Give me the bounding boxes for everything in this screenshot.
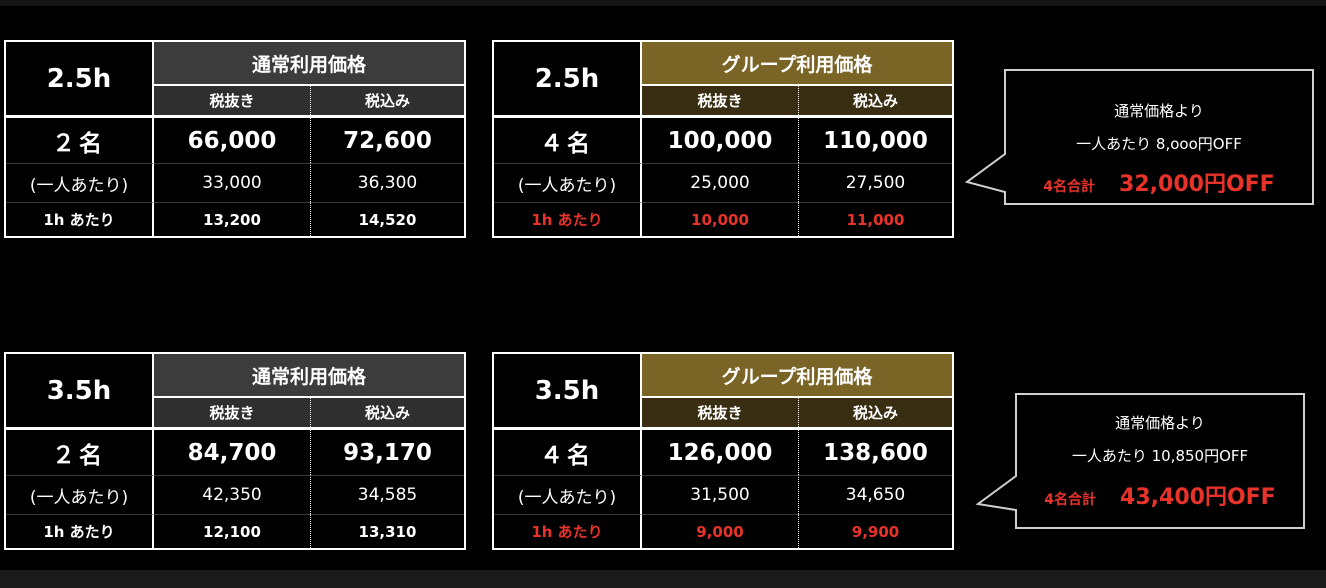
total-incl-tax: 72,600: [343, 127, 432, 154]
per-person-incl-tax: 36,300: [311, 163, 464, 202]
per-hour-label: 1h あたり: [494, 202, 642, 236]
per-hour-label: 1h あたり: [6, 202, 154, 236]
total-incl-tax: 110,000: [823, 127, 928, 154]
col-header-incl-tax: 税込み: [311, 398, 464, 427]
divider: [6, 427, 464, 430]
category-header: 通常利用価格: [154, 354, 464, 398]
total-excl-tax: 100,000: [642, 118, 799, 163]
col-header-excl-tax: 税抜き: [642, 86, 799, 115]
people-count: ２名: [6, 118, 154, 163]
people-count: ４名: [494, 430, 642, 475]
callout-line2: 一人あたり 10,850円OFF: [1071, 447, 1249, 465]
total-excl-tax: 126,000: [642, 430, 799, 475]
price-table-group-3-5h: 3.5h グループ利用価格 税抜き 税込み ４名 126,000 138,600…: [492, 352, 954, 550]
people-count: ２名: [6, 430, 154, 475]
per-person-incl-tax: 27,500: [799, 163, 952, 202]
bottom-bar: [0, 570, 1326, 588]
per-person-label: (一人あたり): [6, 163, 154, 202]
per-hour-excl-tax: 9,000: [642, 514, 799, 548]
callout-total-label: 4名合計: [1043, 179, 1096, 195]
category-header: グループ利用価格: [642, 354, 952, 398]
per-hour-incl-tax: 14,520: [311, 202, 464, 236]
per-hour-excl-tax: 13,200: [154, 202, 311, 236]
callout-total: 4名合計 32,000円OFF: [1005, 166, 1313, 198]
discount-callout: 通常価格より 一人あたり 8,ooo円OFF 4名合計 32,000円OFF: [963, 68, 1317, 206]
per-hour-incl-tax: 9,900: [799, 514, 952, 548]
col-header-excl-tax: 税抜き: [642, 398, 799, 427]
per-person-incl-tax: 34,650: [799, 475, 952, 514]
callout-line2: 一人あたり 8,ooo円OFF: [1076, 135, 1242, 153]
per-person-label: (一人あたり): [494, 475, 642, 514]
callout-line1: 通常価格より: [1114, 102, 1204, 120]
col-header-excl-tax: 税抜き: [154, 398, 311, 427]
price-table-normal-3-5h: 3.5h 通常利用価格 税抜き 税込み ２名 84,700 93,170 (一人…: [4, 352, 466, 550]
callout-total: 4名合計 43,400円OFF: [1016, 479, 1304, 511]
per-person-label: (一人あたり): [6, 475, 154, 514]
per-hour-label: 1h あたり: [494, 514, 642, 548]
duration-label: 2.5h: [494, 42, 642, 115]
per-person-excl-tax: 42,350: [154, 475, 311, 514]
duration-label: 3.5h: [6, 354, 154, 427]
duration-label: 2.5h: [6, 42, 154, 115]
divider: [494, 427, 952, 430]
speech-bubble-outline: [975, 393, 1305, 529]
col-header-incl-tax: 税込み: [799, 398, 952, 427]
per-hour-excl-tax: 10,000: [642, 202, 799, 236]
callout-total-amount: 43,400円OFF: [1120, 485, 1276, 510]
total-incl-tax: 138,600: [823, 439, 928, 466]
divider: [6, 115, 464, 118]
col-header-incl-tax: 税込み: [799, 86, 952, 115]
per-person-label: (一人あたり): [494, 163, 642, 202]
duration-label: 3.5h: [494, 354, 642, 427]
per-hour-incl-tax: 13,310: [311, 514, 464, 548]
category-header: 通常利用価格: [154, 42, 464, 86]
per-hour-incl-tax: 11,000: [799, 202, 952, 236]
callout-total-amount: 32,000円OFF: [1119, 172, 1275, 197]
people-count: ４名: [494, 118, 642, 163]
total-excl-tax: 66,000: [154, 118, 311, 163]
per-person-excl-tax: 31,500: [642, 475, 799, 514]
total-excl-tax: 84,700: [154, 430, 311, 475]
per-person-excl-tax: 25,000: [642, 163, 799, 202]
callout-total-label: 4名合計: [1044, 492, 1097, 508]
per-person-incl-tax: 34,585: [311, 475, 464, 514]
col-header-incl-tax: 税込み: [311, 86, 464, 115]
per-person-excl-tax: 33,000: [154, 163, 311, 202]
divider: [494, 115, 952, 118]
total-incl-tax: 93,170: [343, 439, 432, 466]
category-header: グループ利用価格: [642, 42, 952, 86]
price-table-normal-2-5h: 2.5h 通常利用価格 税抜き 税込み ２名 66,000 72,600 (一人…: [4, 40, 466, 238]
speech-bubble-outline: [964, 69, 1314, 205]
price-table-group-2-5h: 2.5h グループ利用価格 税抜き 税込み ４名 100,000 110,000…: [492, 40, 954, 238]
top-bar: [0, 0, 1326, 6]
per-hour-label: 1h あたり: [6, 514, 154, 548]
discount-callout: 通常価格より 一人あたり 10,850円OFF 4名合計 43,400円OFF: [974, 392, 1308, 530]
per-hour-excl-tax: 12,100: [154, 514, 311, 548]
col-header-excl-tax: 税抜き: [154, 86, 311, 115]
callout-line1: 通常価格より: [1115, 414, 1205, 432]
